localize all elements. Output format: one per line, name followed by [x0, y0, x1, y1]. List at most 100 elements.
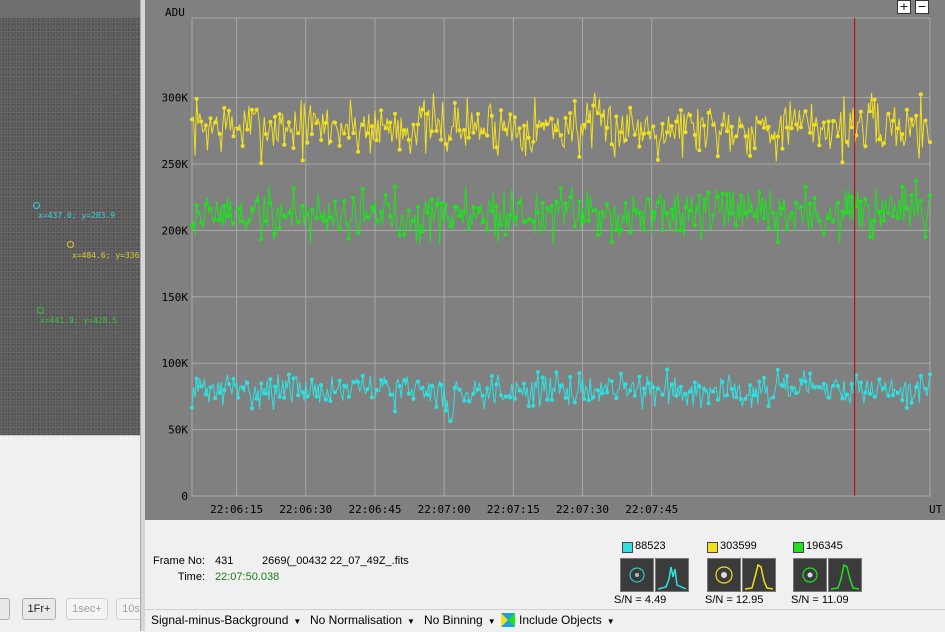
- star-marker-1[interactable]: [33, 202, 40, 209]
- series-line-3: [191, 369, 931, 423]
- object-3-color-swatch[interactable]: [793, 542, 804, 553]
- include-objects-dropdown[interactable]: Include Objects ▼: [519, 613, 615, 627]
- series-point-1: [263, 132, 268, 136]
- series-point-1: [328, 139, 333, 144]
- series-point-1: [254, 107, 259, 112]
- series-point-2: [660, 228, 665, 233]
- series-point-3: [642, 386, 646, 391]
- series-point-2: [821, 231, 826, 236]
- frame-image-view[interactable]: x=437.0; y=283.9 x=484.6; y=336 x=441.9;…: [0, 0, 140, 435]
- series-point-2: [512, 215, 517, 220]
- series-point-2: [849, 194, 854, 199]
- series-point-2: [835, 200, 840, 205]
- series-point-3: [346, 394, 351, 399]
- series-point-3: [789, 385, 794, 390]
- star-marker-3[interactable]: [37, 307, 44, 314]
- series-point-3: [476, 387, 480, 392]
- series-point-2: [918, 199, 923, 203]
- series-point-3: [711, 389, 716, 394]
- object-3-aperture-thumb[interactable]: [793, 558, 827, 592]
- series-point-1: [863, 144, 868, 149]
- series-point-2: [406, 208, 411, 213]
- series-point-1: [632, 132, 637, 137]
- zoom-out-button[interactable]: −: [915, 0, 929, 14]
- series-point-3: [549, 397, 554, 402]
- series-point-1: [346, 135, 351, 140]
- series-point-1: [194, 96, 199, 101]
- series-point-3: [752, 393, 757, 398]
- frame-file-name: 2669(_00432 22_07_49Z_.fits: [262, 555, 409, 567]
- object-1-psf-thumb[interactable]: [655, 558, 689, 592]
- series-point-2: [383, 193, 388, 198]
- series-point-3: [665, 367, 670, 372]
- series-point-2: [457, 213, 462, 218]
- processing-mode-dropdown[interactable]: Signal-minus-Background ▼: [151, 613, 301, 627]
- object-2-psf-thumb[interactable]: [742, 558, 776, 592]
- object-2-aperture-thumb[interactable]: [707, 558, 741, 592]
- series-point-2: [688, 208, 693, 213]
- series-point-1: [881, 141, 886, 146]
- series-point-1: [808, 130, 813, 135]
- series-point-1: [268, 119, 273, 124]
- series-point-2: [217, 218, 222, 223]
- series-point-2: [360, 186, 365, 191]
- series-point-1: [794, 122, 799, 127]
- series-point-2: [591, 208, 596, 213]
- next-second-button[interactable]: 1sec+: [66, 598, 108, 620]
- series-point-3: [508, 395, 513, 400]
- prev-frame-button[interactable]: [0, 598, 10, 620]
- series-point-1: [319, 138, 324, 143]
- series-point-3: [572, 400, 577, 405]
- series-point-2: [817, 219, 822, 223]
- series-point-2: [845, 210, 849, 215]
- series-point-1: [499, 108, 503, 113]
- light-curve-chart[interactable]: 0 50K 100K 150K 200K 250K 300K 22:06:15 22:06:30…: [145, 0, 945, 520]
- series-point-2: [752, 213, 757, 218]
- series-point-2: [416, 204, 420, 209]
- series-point-3: [881, 386, 886, 391]
- series-point-2: [494, 204, 499, 209]
- series-point-1: [891, 118, 896, 123]
- star-marker-2[interactable]: [67, 241, 74, 248]
- x-tick-label: 22:07:30: [556, 503, 609, 516]
- series-point-2: [609, 240, 614, 245]
- object-3-value: 196345: [806, 540, 843, 552]
- object-3-snr: S/N = 11.09: [791, 594, 849, 606]
- series-point-2: [508, 213, 513, 218]
- series-point-1: [605, 125, 610, 130]
- series-point-1: [665, 130, 670, 135]
- series-point-2: [374, 218, 379, 223]
- pane-splitter[interactable]: [140, 0, 146, 631]
- series-point-2: [425, 210, 430, 215]
- series-point-1: [503, 127, 508, 132]
- series-point-3: [531, 403, 536, 408]
- series-point-2: [203, 202, 208, 207]
- series-point-3: [231, 376, 236, 381]
- object-1-color-swatch[interactable]: [622, 542, 633, 553]
- series-point-3: [669, 382, 674, 387]
- series-point-2: [729, 211, 734, 216]
- binning-dropdown[interactable]: No Binning ▼: [424, 613, 496, 627]
- series-point-1: [429, 129, 434, 134]
- series-point-2: [655, 200, 660, 205]
- dropdown-arrow-icon: ▼: [487, 617, 496, 626]
- series-point-3: [503, 394, 508, 399]
- series-point-2: [540, 200, 545, 205]
- y-tick-label: 200K: [162, 224, 189, 237]
- zoom-in-button[interactable]: +: [897, 0, 911, 14]
- series-point-3: [365, 387, 370, 392]
- series-point-1: [642, 131, 646, 136]
- series-point-1: [466, 135, 471, 140]
- series-point-2: [706, 190, 711, 195]
- series-point-2: [213, 217, 218, 222]
- object-2-color-swatch[interactable]: [707, 542, 718, 553]
- next-frame-button[interactable]: 1Fr+: [22, 598, 56, 620]
- normalisation-dropdown[interactable]: No Normalisation ▼: [310, 613, 415, 627]
- series-point-2: [314, 216, 319, 221]
- series-point-1: [203, 123, 208, 128]
- series-point-1: [323, 120, 328, 125]
- y-tick-label: 250K: [162, 158, 189, 171]
- series-point-1: [849, 125, 854, 130]
- object-3-psf-thumb[interactable]: [828, 558, 862, 592]
- object-1-aperture-thumb[interactable]: [620, 558, 654, 592]
